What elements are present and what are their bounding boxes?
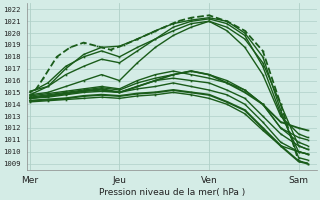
X-axis label: Pression niveau de la mer( hPa ): Pression niveau de la mer( hPa )	[99, 188, 245, 197]
